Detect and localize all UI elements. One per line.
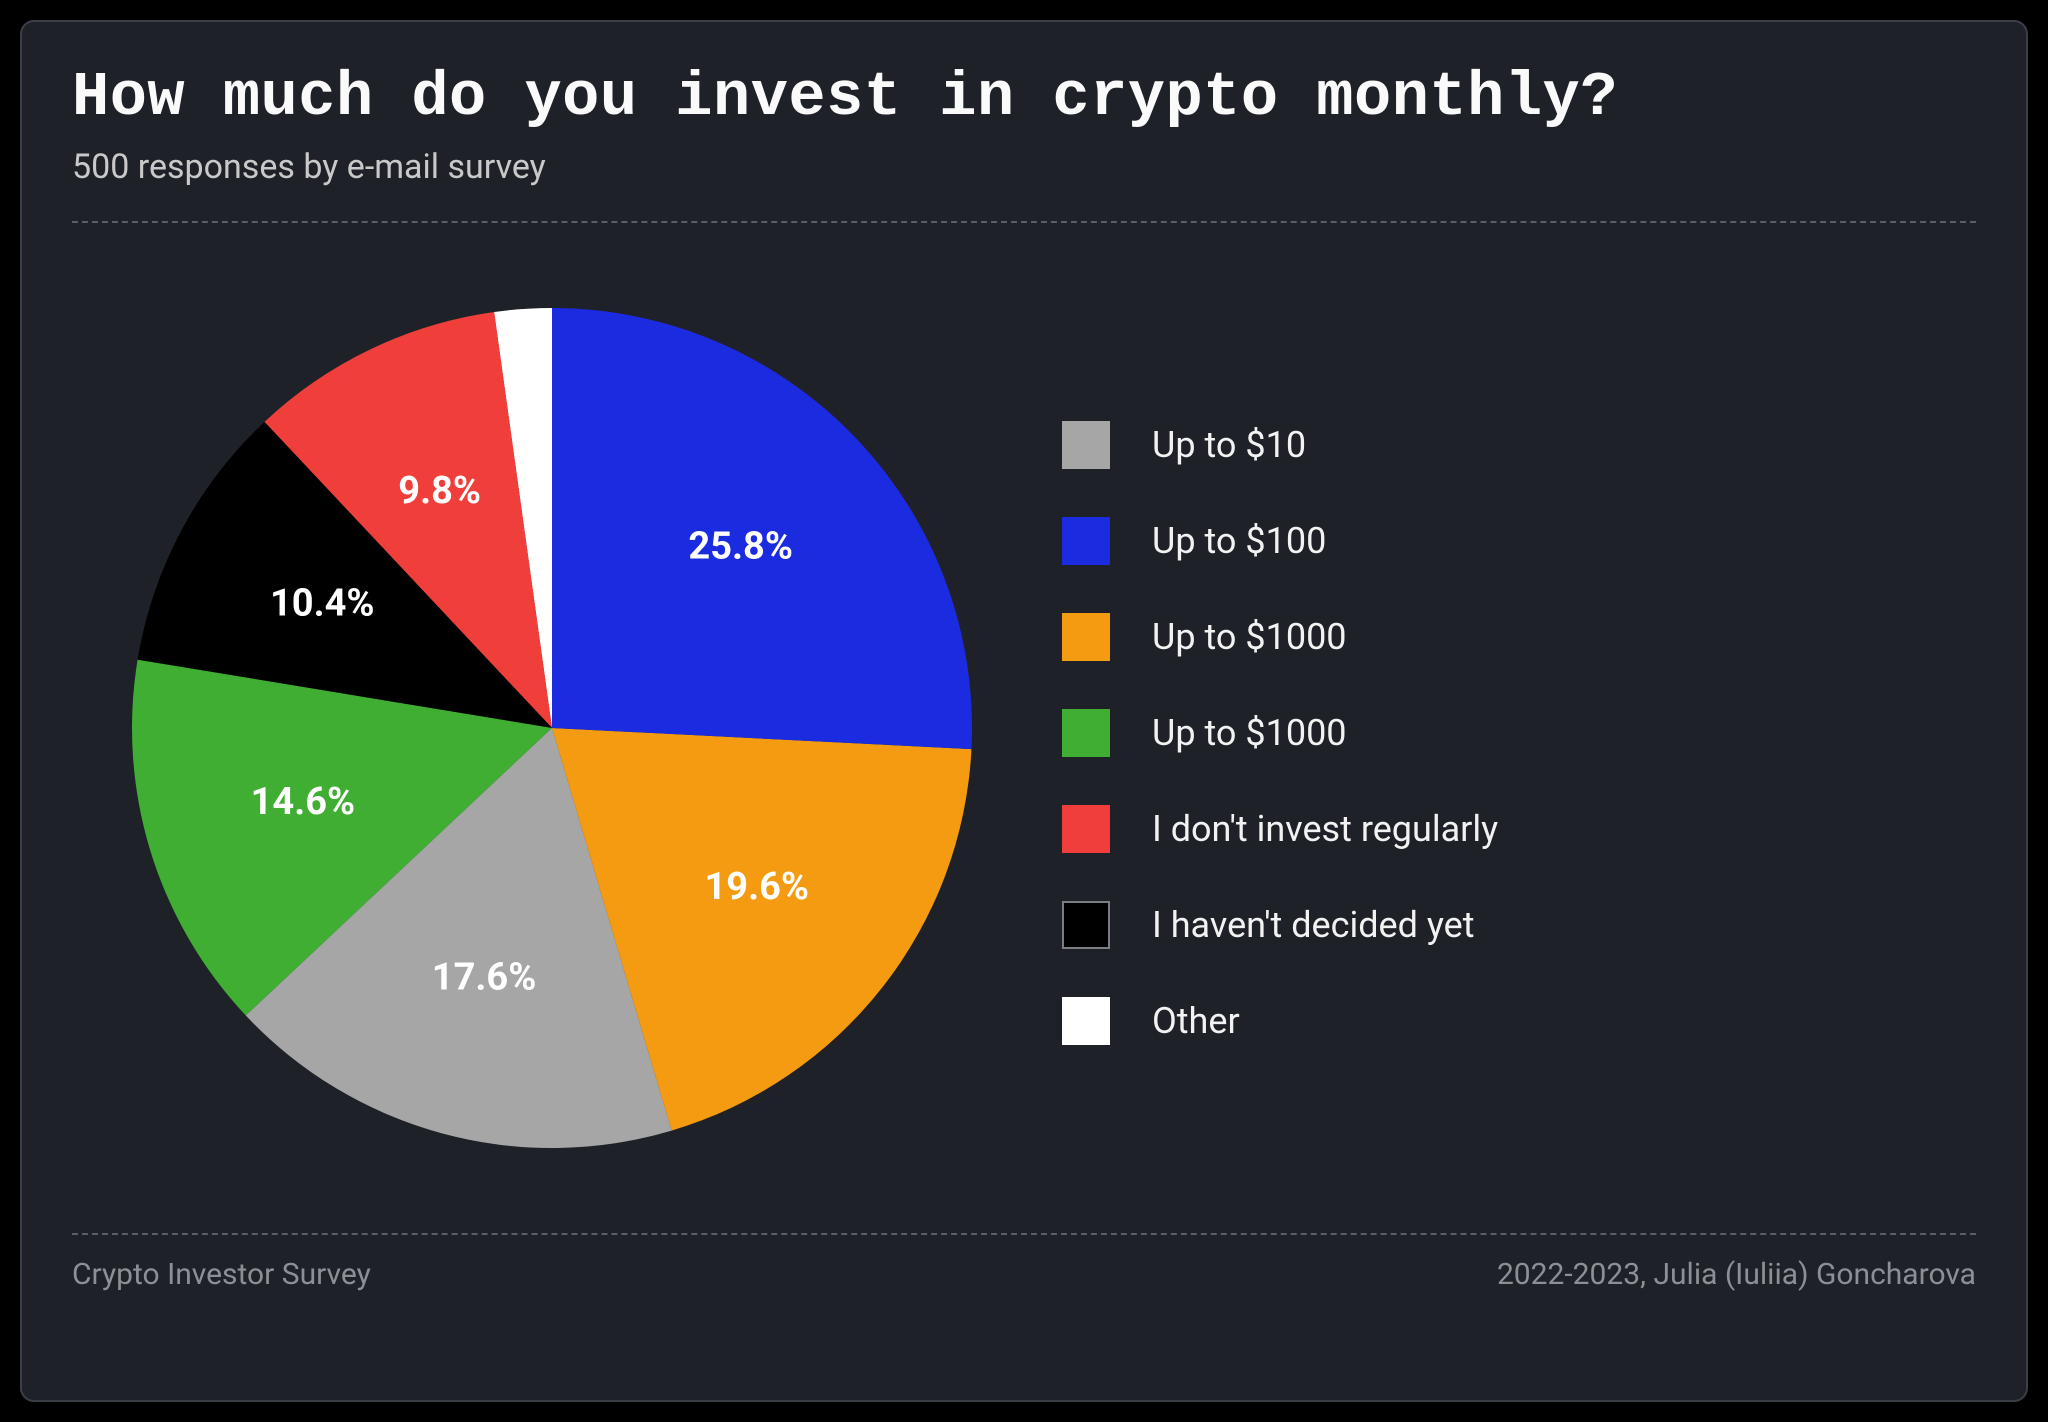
legend-item: Up to $1000 [1062, 613, 1976, 661]
pie-slice-label: 9.8% [398, 469, 481, 513]
legend-swatch [1062, 901, 1110, 949]
pie-slice-label: 17.6% [432, 955, 537, 999]
legend: Up to $10 Up to $100 Up to $1000 Up to $100… [1032, 363, 1976, 1093]
legend-item: Up to $1000 [1062, 709, 1976, 757]
chart-title: How much do you invest in crypto monthly… [72, 62, 1976, 133]
legend-label: Up to $1000 [1152, 712, 1347, 754]
footer-left: Crypto Investor Survey [72, 1257, 371, 1292]
legend-swatch [1062, 517, 1110, 565]
legend-item: Other [1062, 997, 1976, 1045]
legend-swatch [1062, 421, 1110, 469]
legend-swatch [1062, 709, 1110, 757]
pie-slice-label: 25.8% [688, 525, 793, 569]
legend-label: I haven't decided yet [1152, 904, 1475, 946]
legend-label: Up to $1000 [1152, 616, 1347, 658]
legend-label: I don't invest regularly [1152, 808, 1498, 850]
legend-swatch [1062, 613, 1110, 661]
footer: Crypto Investor Survey 2022-2023, Julia … [72, 1235, 1976, 1292]
pie-chart: 9.8% 10.4% 14.6% 17.6% 19.6% 25.8% [72, 268, 1032, 1188]
legend-item: Up to $10 [1062, 421, 1976, 469]
legend-item: I don't invest regularly [1062, 805, 1976, 853]
legend-label: Up to $100 [1152, 520, 1326, 562]
legend-item: I haven't decided yet [1062, 901, 1976, 949]
legend-swatch [1062, 997, 1110, 1045]
legend-label: Other [1152, 1000, 1240, 1042]
chart-subtitle: 500 responses by e-mail survey [72, 147, 1976, 187]
legend-item: Up to $100 [1062, 517, 1976, 565]
legend-swatch [1062, 805, 1110, 853]
pie-slice-label: 19.6% [704, 865, 809, 909]
footer-right: 2022-2023, Julia (Iuliia) Goncharova [1497, 1257, 1976, 1292]
pie-slice-label: 10.4% [270, 581, 375, 625]
legend-label: Up to $10 [1152, 424, 1306, 466]
pie-slice-label: 14.6% [251, 780, 356, 824]
chart-content: 9.8%10.4%14.6%17.6%19.6%25.8% Up to $10U… [72, 223, 1976, 1233]
chart-card: How much do you invest in crypto monthly… [20, 20, 2028, 1402]
